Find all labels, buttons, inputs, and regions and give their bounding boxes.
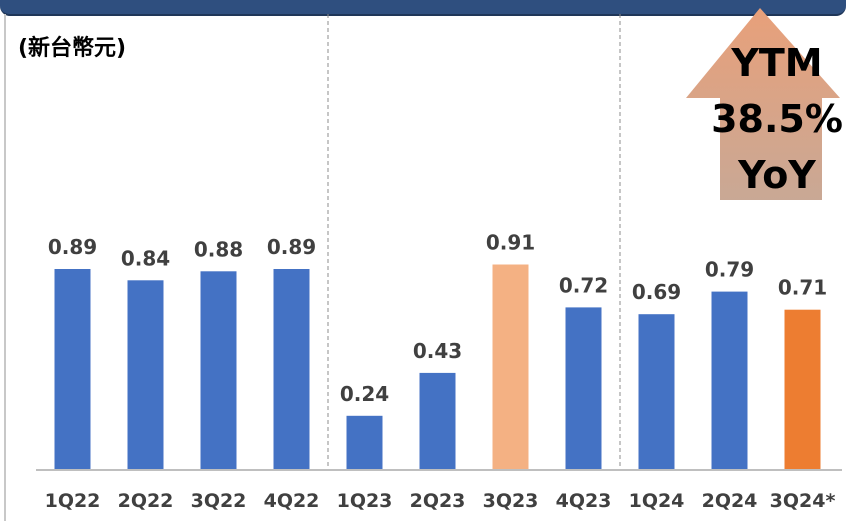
value-label: 0.79 <box>705 258 754 282</box>
ytm-yoy-arrow: YTM 38.5% YoY <box>686 8 843 200</box>
bar-1q23 <box>346 415 383 470</box>
bar-2q24 <box>711 291 748 470</box>
value-label: 0.89 <box>48 235 97 259</box>
bar-3q24-star <box>784 309 821 470</box>
left-border <box>4 14 6 521</box>
header-bar <box>0 0 846 16</box>
up-arrow-icon <box>686 8 840 200</box>
value-label: 0.84 <box>121 246 170 270</box>
value-label: 0.72 <box>559 273 608 297</box>
x-tick-label: 1Q23 <box>337 490 393 512</box>
x-tick-label: 2Q22 <box>118 490 174 512</box>
x-tick-label: 3Q24* <box>770 490 836 512</box>
bar-3q22 <box>200 271 237 470</box>
x-tick-label: 2Q23 <box>410 490 466 512</box>
x-tick-label: 4Q23 <box>556 490 612 512</box>
annotation-line-1: YTM <box>730 41 822 85</box>
x-tick-label: 4Q22 <box>264 490 320 512</box>
bar-4q23 <box>565 307 602 470</box>
annotation-line-2: 38.5% <box>711 97 843 141</box>
x-tick-label: 1Q22 <box>45 490 101 512</box>
value-label: 0.43 <box>413 339 462 363</box>
bar-3q23 <box>492 264 529 470</box>
bar-2q23 <box>419 372 456 470</box>
value-label: 0.89 <box>267 235 316 259</box>
value-label: 0.91 <box>486 231 535 255</box>
bar-4q22 <box>273 269 310 470</box>
bar-2q22 <box>127 280 164 470</box>
annotation-line-3: YoY <box>737 153 816 197</box>
bar-1q24 <box>638 314 675 470</box>
value-label: 0.71 <box>778 276 827 300</box>
value-label: 0.88 <box>194 237 243 261</box>
x-tick-label: 1Q24 <box>629 490 685 512</box>
unit-label: (新台幣元) <box>18 36 127 61</box>
value-label: 0.69 <box>632 280 681 304</box>
bar-1q22 <box>54 269 91 470</box>
value-label: 0.24 <box>340 382 389 406</box>
x-tick-label: 2Q24 <box>702 490 758 512</box>
x-tick-label: 3Q23 <box>483 490 539 512</box>
x-tick-label: 3Q22 <box>191 490 247 512</box>
